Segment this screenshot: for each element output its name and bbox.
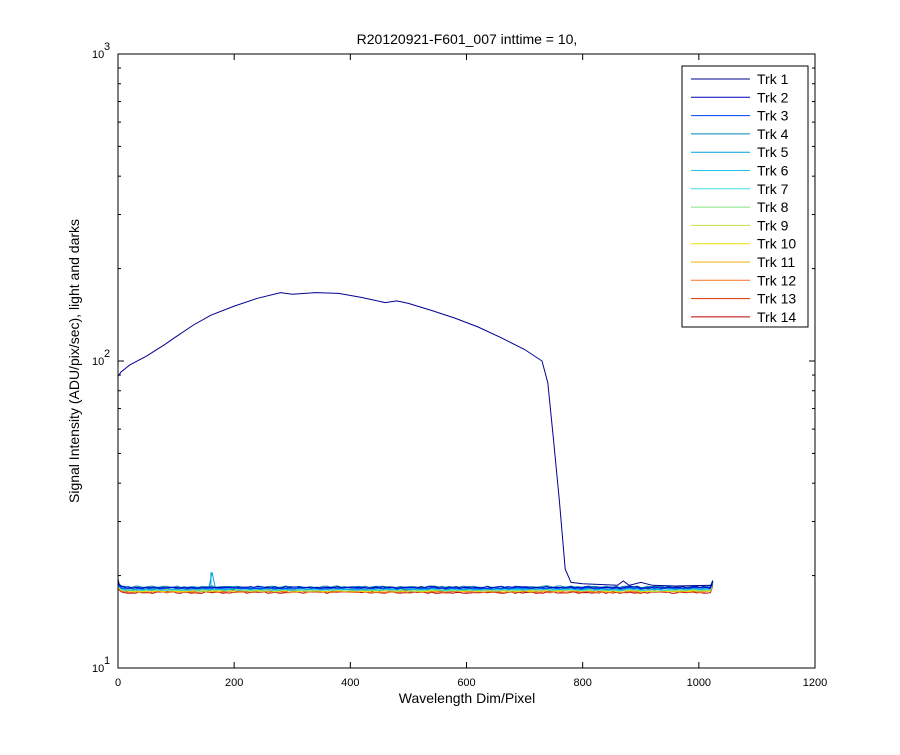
y-tick-label-exponent: 3 [104,41,110,53]
legend-label: Trk 1 [757,71,789,87]
chart-title: R20120921-F601_007 inttime = 10, [357,31,578,47]
y-tick-label-base: 10 [92,356,104,368]
x-tick-label: 400 [341,677,359,689]
legend-item: Trk 10 [691,236,796,252]
legend-item: Trk 4 [691,126,789,142]
series-line-trk-5 [117,572,714,591]
legend-label: Trk 2 [757,89,789,105]
y-tick-label: 102 [92,348,110,368]
legend-item: Trk 7 [691,181,789,197]
x-tick-label: 600 [457,677,475,689]
x-tick-label: 1200 [803,677,827,689]
x-tick-labels: 0 200 400 600 800 1000 1200 [115,677,827,689]
legend-label: Trk 3 [757,108,789,124]
y-tick-label-exponent: 1 [104,655,110,667]
x-tick-label: 1000 [687,677,711,689]
legend-label: Trk 5 [757,144,789,160]
legend-label: Trk 9 [757,217,789,233]
legend-label: Trk 11 [757,254,795,270]
legend-label: Trk 13 [757,291,796,307]
legend-item: Trk 12 [691,272,796,288]
legend-label: Trk 7 [757,181,789,197]
y-tick-label: 101 [92,655,110,675]
legend-label: Trk 6 [757,163,789,179]
y-tick-label-base: 10 [92,49,104,61]
x-tick-label: 200 [225,677,243,689]
legend-box [681,65,809,328]
legend-item: Trk 8 [691,199,789,215]
series-line-trk-2 [117,579,714,589]
series-line-trk-1 [117,292,713,587]
y-tick-label-exponent: 2 [104,348,110,360]
legend-item: Trk 13 [691,291,796,307]
x-tick-label: 0 [115,677,121,689]
legend-item: Trk 14 [691,309,796,325]
legend-item: Trk 11 [691,254,795,270]
legend-item: Trk 1 [691,71,789,87]
series-group [117,292,714,594]
legend-item: Trk 2 [691,89,789,105]
x-tick-label: 800 [573,677,591,689]
legend-label: Trk 8 [757,199,789,215]
legend-item: Trk 6 [691,163,789,179]
legend-item: Trk 3 [691,108,789,124]
x-axis-label: Wavelength Dim/Pixel [399,690,535,706]
legend-item: Trk 5 [691,144,789,160]
legend-label: Trk 10 [757,236,796,252]
series-line-trk-8 [117,582,714,592]
y-axis-label: Signal Intensity (ADU/pix/sec), light an… [66,219,82,503]
legend: Trk 1 Trk 2 Trk 3 Trk 4 Trk 5 Trk 6 Trk 7 Trk 8… [681,65,809,328]
legend-item: Trk 9 [691,217,789,233]
plot-frame [117,53,816,669]
legend-label: Trk 4 [757,126,789,142]
legend-label: Trk 12 [757,272,796,288]
y-tick-label-base: 10 [92,663,104,675]
y-tick-label: 103 [92,41,110,61]
legend-label: Trk 14 [757,309,796,325]
